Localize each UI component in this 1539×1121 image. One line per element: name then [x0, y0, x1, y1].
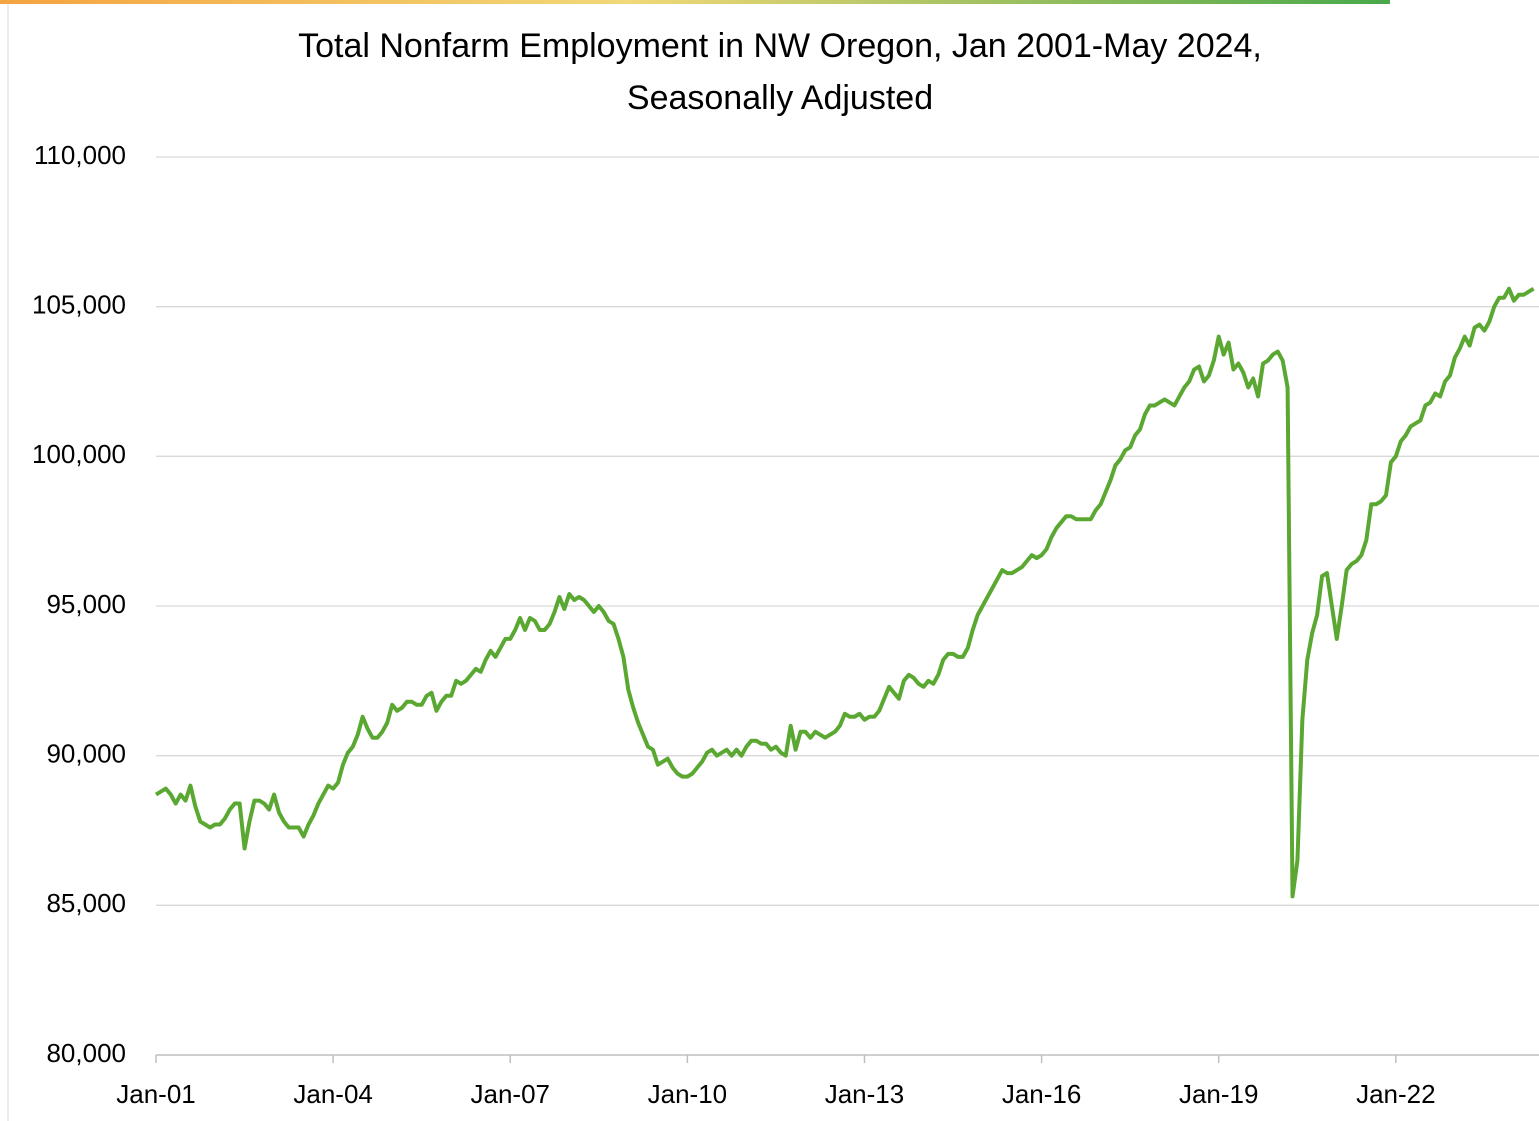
- x-tick-label: Jan-13: [825, 1079, 905, 1109]
- x-tick-label: Jan-16: [1002, 1079, 1082, 1109]
- x-tick-label: Jan-04: [293, 1079, 373, 1109]
- top-bar: [0, 0, 1390, 4]
- data-line: [154, 286, 1535, 899]
- x-tick-label: Jan-10: [648, 1079, 728, 1109]
- chart-title: Total Nonfarm Employment in NW Oregon, J…: [298, 27, 1262, 65]
- x-tick-label: Jan-19: [1179, 1079, 1259, 1109]
- y-tick-label: 85,000: [46, 888, 126, 918]
- y-tick-label: 95,000: [46, 589, 126, 619]
- x-tick-label: Jan-22: [1356, 1079, 1436, 1109]
- x-tick-label: Jan-01: [116, 1079, 196, 1109]
- y-tick-label: 80,000: [46, 1038, 126, 1068]
- chart-title: Seasonally Adjusted: [627, 79, 933, 117]
- x-tick-label: Jan-07: [470, 1079, 550, 1109]
- y-tick-label: 110,000: [34, 140, 126, 170]
- y-tick-label: 100,000: [32, 439, 126, 469]
- y-tick-label: 90,000: [46, 739, 126, 769]
- y-tick-label: 105,000: [32, 290, 126, 320]
